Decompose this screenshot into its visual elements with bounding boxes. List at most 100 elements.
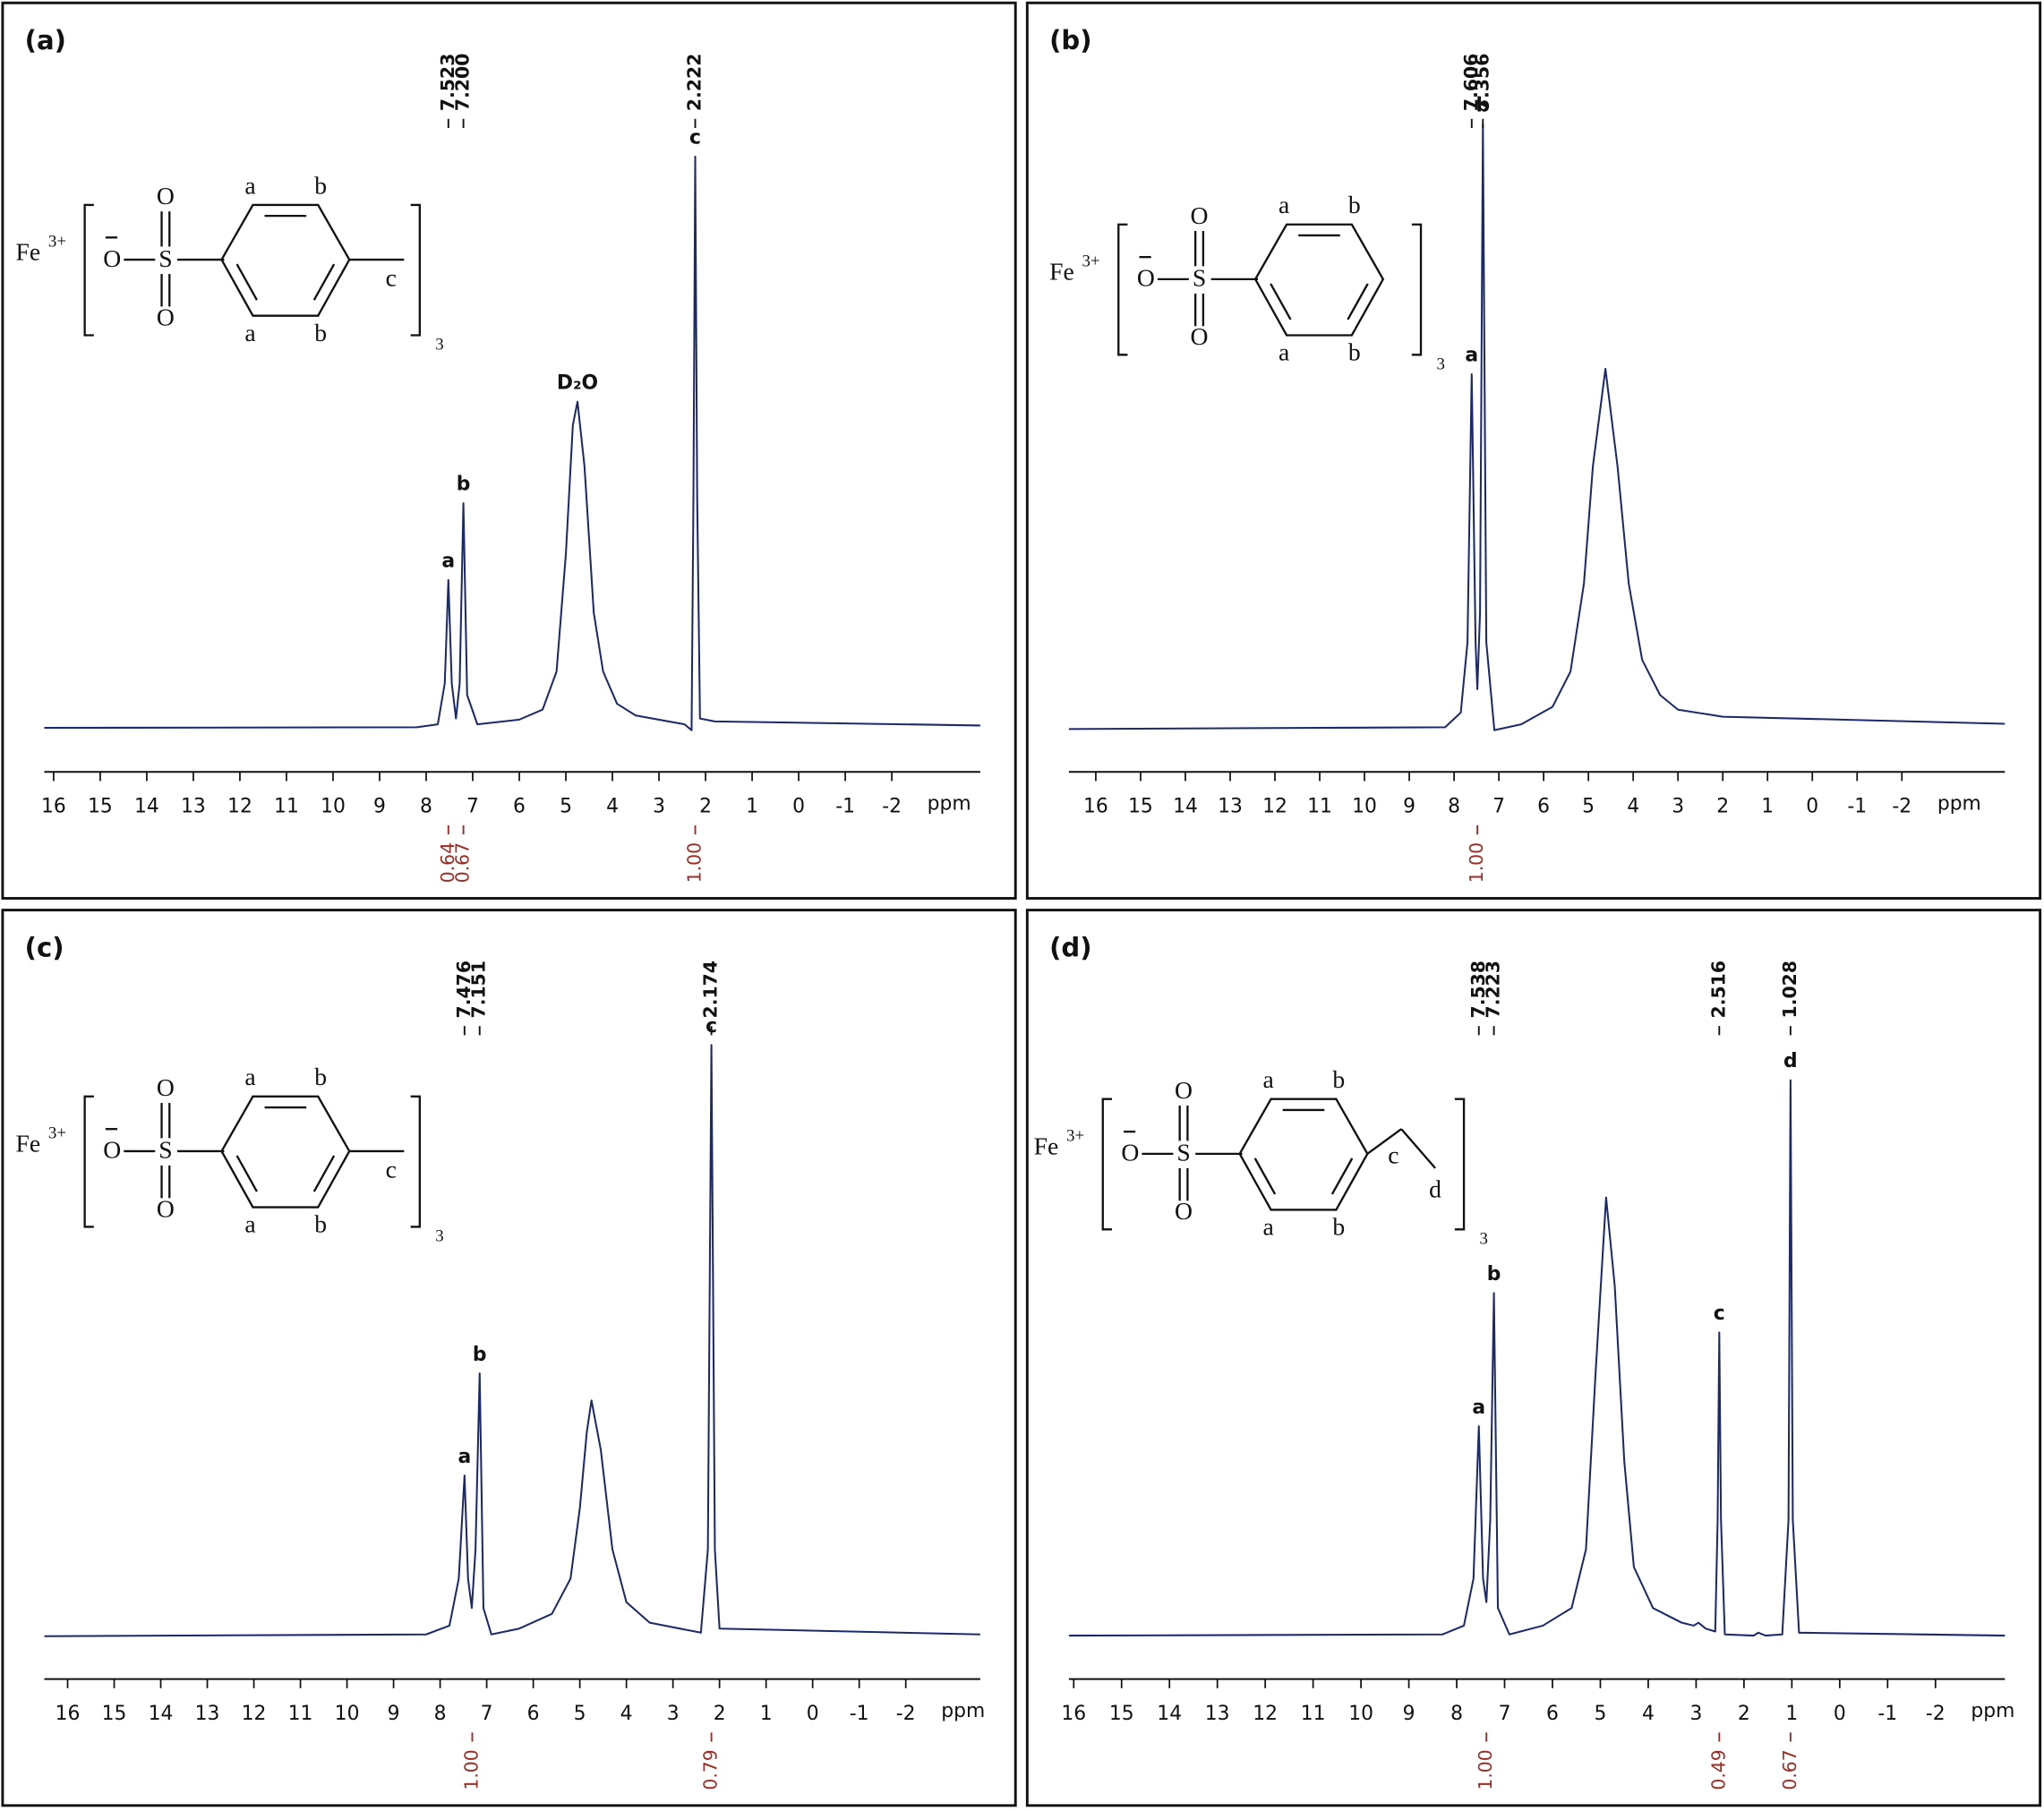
structure: Fe 3+ O S O Oa b a b c 3 (15, 171, 443, 354)
ring-label: b (1332, 1065, 1345, 1093)
atom: O (157, 1073, 175, 1101)
x-tick-label: 14 (1157, 1703, 1182, 1725)
x-tick-label: -1 (1877, 1703, 1897, 1725)
x-tick-label: 10 (321, 796, 346, 818)
integral-label: 0.79 (700, 1749, 722, 1790)
x-tick-label: -2 (1926, 1703, 1946, 1725)
peak-label: b (473, 1344, 487, 1366)
x-tick-label: 14 (1173, 796, 1198, 818)
x-tick-label: 11 (288, 1703, 313, 1725)
x-tick-label: 2 (699, 796, 712, 818)
x-tick-label: 1 (1785, 1703, 1798, 1725)
shift-label: 7.538 (1467, 961, 1489, 1018)
atom: S (1193, 264, 1206, 292)
peak-label: c (689, 127, 701, 149)
panel-title: (d) (1049, 932, 1091, 962)
panel-title: (b) (1049, 25, 1091, 56)
x-axis-label: ppm (1937, 793, 1981, 816)
atom: O (157, 303, 175, 330)
x-tick-label: 1 (1761, 796, 1774, 818)
bracket (1101, 1098, 1112, 1231)
shift-label: 2.222 (684, 54, 706, 111)
panel-title: (a) (25, 25, 66, 56)
x-tick-label: -1 (1847, 796, 1867, 818)
integral-label: 1.00 (1475, 1749, 1496, 1790)
spectrum (1068, 123, 2006, 731)
charge: 3+ (48, 232, 66, 251)
count: 3 (1437, 355, 1445, 373)
x-tick-label: 5 (574, 1703, 586, 1725)
ring-label: a (1263, 1065, 1274, 1093)
bracket (410, 1095, 421, 1228)
x-tick-label: 16 (1061, 1703, 1086, 1725)
x-tick-label: 1 (760, 1703, 773, 1725)
x-axis-label: ppm (941, 1700, 985, 1722)
count: 3 (435, 1226, 443, 1245)
x-tick-label: 13 (181, 796, 206, 818)
shift-label: 7.476 (453, 961, 475, 1018)
x-tick-label: 2 (714, 1703, 726, 1725)
x-tick-label: 6 (1546, 1703, 1559, 1725)
count: 3 (435, 335, 443, 354)
shift-label: 1.028 (1779, 961, 1800, 1018)
x-tick-label: 16 (1083, 796, 1108, 818)
x-tick-label: 7 (481, 1703, 493, 1725)
x-tick-label: 13 (1205, 1703, 1230, 1725)
x-tick-label: 7 (1492, 796, 1505, 818)
x-tick-label: 10 (1348, 1703, 1373, 1725)
cation: Fe (1049, 257, 1074, 285)
peak-label: a (441, 551, 455, 573)
atom: S (1176, 1139, 1190, 1166)
atom: O (157, 182, 175, 209)
x-tick-label: 11 (274, 796, 299, 818)
bond (1330, 1158, 1354, 1195)
x-tick-label: 9 (388, 1703, 400, 1725)
x-tick-label: 3 (667, 1703, 680, 1725)
x-tick-label: 5 (560, 796, 572, 818)
bond (312, 263, 336, 301)
x-tick-label: 11 (1307, 796, 1332, 818)
shift-label: 7.223 (1483, 961, 1504, 1018)
count: 3 (1480, 1229, 1488, 1248)
ring-label: a (1279, 338, 1289, 366)
peak-label: D₂O (557, 372, 598, 394)
shift-label: 7.523 (437, 54, 458, 111)
chain-label: d (1429, 1175, 1441, 1202)
bracket (83, 1095, 94, 1228)
x-tick-label: 9 (1403, 1703, 1415, 1725)
ring-label: b (1332, 1213, 1345, 1241)
x-tick-label: 3 (653, 796, 665, 818)
bond (1366, 1128, 1402, 1155)
integral-label: 0.67 (1779, 1749, 1800, 1790)
bracket (1411, 223, 1423, 356)
peak-label: d (1783, 1050, 1798, 1072)
shift-label: 2.174 (700, 961, 722, 1018)
panel: (c)161514131211109876543210-1-2ppmabc7.4… (1, 909, 1017, 1807)
panel-title: (c) (25, 932, 64, 962)
x-tick-label: 9 (373, 796, 386, 818)
peak-label: a (1465, 345, 1478, 367)
spectrum (44, 155, 980, 731)
x-tick-label: 10 (1352, 796, 1377, 818)
shift-label: 7.606 (1460, 54, 1482, 111)
shift-label: 7.356 (1471, 54, 1492, 111)
x-tick-label: -2 (1892, 796, 1911, 818)
integral-label: 0.64 (437, 842, 458, 883)
ring-label: b (314, 171, 327, 199)
peak-label: b (457, 474, 471, 496)
x-tick-label: -1 (850, 1703, 869, 1725)
bond (1400, 1128, 1436, 1169)
x-tick-label: 4 (1642, 1703, 1655, 1725)
x-tick-label: 8 (420, 796, 432, 818)
x-tick-label: 8 (1448, 796, 1460, 818)
peak-label: a (1472, 1397, 1485, 1419)
x-tick-label: 15 (102, 1703, 127, 1725)
x-tick-label: 8 (1450, 1703, 1463, 1725)
bracket (83, 203, 94, 337)
x-tick-label: 6 (513, 796, 526, 818)
peak-label: a (458, 1446, 471, 1468)
panel: (d)16 15 14 13 12 11 10 9 8 7 6 5 4 3 2 1 0 -1 -2 ppmabcd7.… (1025, 909, 2042, 1807)
x-tick-label: 4 (606, 796, 619, 818)
structure: Fe 3+ O S O Oa b a b 3 (1049, 191, 1445, 373)
atom: O (1121, 1139, 1139, 1166)
